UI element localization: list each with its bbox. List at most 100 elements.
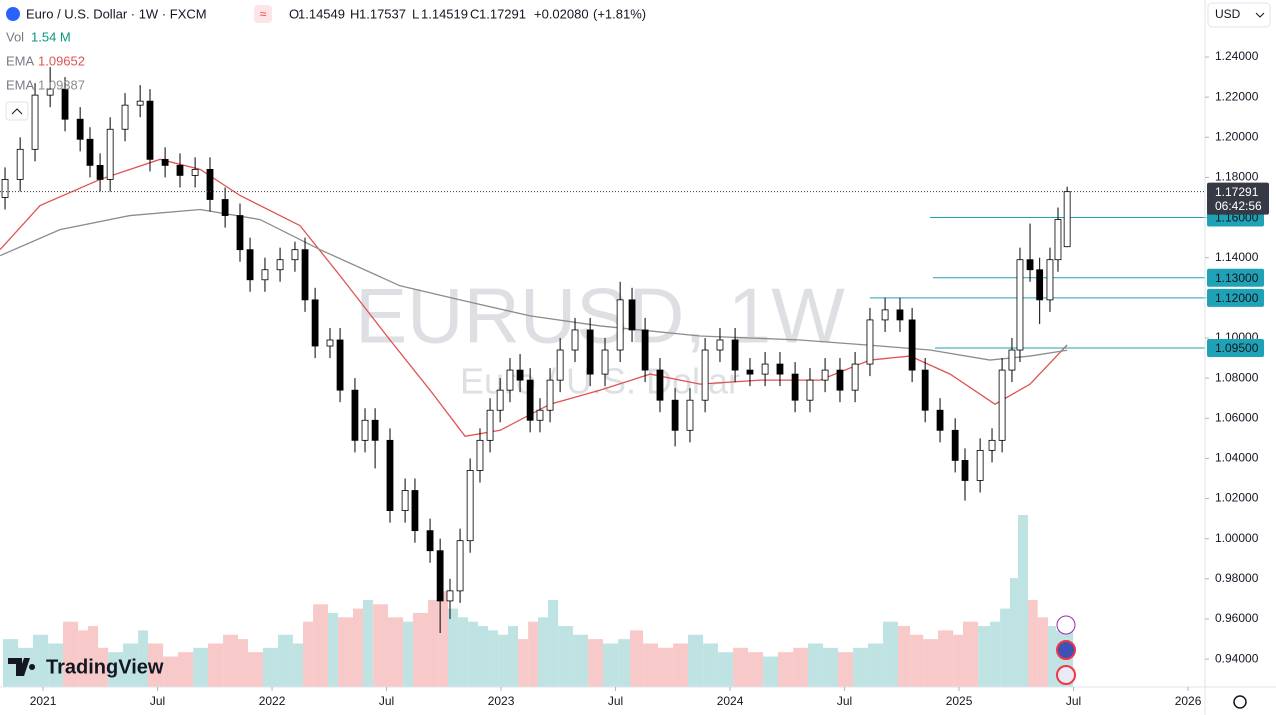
- candle-body: [746, 369, 754, 375]
- y-tick-label: 1.18000: [1215, 170, 1259, 184]
- candle-body: [16, 148, 24, 180]
- candle-body: [236, 215, 244, 251]
- candle-body: [76, 118, 84, 140]
- candle-body: [336, 339, 344, 391]
- volume-bar: [108, 652, 124, 687]
- ohlc-letter: C: [470, 6, 479, 21]
- ema-legend-value: 1.09387: [38, 77, 85, 92]
- volume-bar: [63, 621, 79, 687]
- candle-body: [446, 590, 454, 602]
- ohlc-letter: L: [412, 6, 419, 21]
- currency-caret[interactable]: [1255, 12, 1265, 18]
- ohlc-legend: O1.14549 H 1.17537 L 1.14519 C 1.17291 +0.02080…: [289, 6, 646, 21]
- candle-body: [221, 199, 229, 216]
- us-events-icon[interactable]: [1056, 665, 1076, 685]
- ohlc-value: 1.14549: [298, 6, 345, 21]
- volume-bar: [953, 634, 964, 687]
- x-tick-label: Jul: [1066, 694, 1081, 708]
- candle-body: [866, 319, 874, 365]
- candle-body: [311, 299, 319, 347]
- x-tick-label: 2023: [488, 694, 515, 708]
- volume-bar: [548, 599, 559, 687]
- volume-bar: [387, 617, 404, 687]
- volume-bar: [163, 656, 178, 687]
- events-icon[interactable]: [1056, 615, 1076, 635]
- change-value: +0.02080: [534, 6, 589, 21]
- candle-body: [161, 158, 169, 166]
- volume-bar: [237, 639, 249, 687]
- candle-body: [246, 249, 254, 281]
- volume-bar: [123, 643, 139, 687]
- volume-bar: [78, 630, 88, 687]
- indicator-badge-icon[interactable]: ≈: [260, 7, 267, 21]
- candle-body: [121, 104, 129, 130]
- candle-body: [506, 369, 514, 391]
- currency-label[interactable]: USD: [1215, 7, 1241, 21]
- candle-body: [46, 88, 54, 96]
- candle-body: [908, 319, 916, 371]
- indicator-badge[interactable]: [254, 5, 272, 23]
- volume-bar: [98, 647, 109, 687]
- candle-body: [1063, 191, 1071, 248]
- volume-bar: [1017, 515, 1029, 687]
- volume-bar: [338, 617, 353, 687]
- volume-bar: [488, 630, 499, 687]
- volume-bar: [1009, 578, 1018, 687]
- volume-bar: [412, 612, 429, 687]
- volume-bar: [507, 626, 519, 687]
- collapse-icon[interactable]: [11, 108, 23, 115]
- eu-events-icon[interactable]: [1056, 640, 1076, 660]
- candle-body: [961, 460, 969, 481]
- candle-body: [426, 530, 434, 552]
- ema-line: [0, 208, 1068, 361]
- volume-bar: [262, 647, 279, 687]
- y-tick-label: 1.20000: [1215, 129, 1259, 143]
- candle-body: [628, 299, 636, 331]
- volume-bar: [1037, 617, 1048, 687]
- brand: TradingView: [8, 656, 164, 678]
- candle-body: [411, 490, 419, 532]
- candle-body: [656, 369, 664, 401]
- volume-bar: [207, 643, 224, 687]
- volume-bar: [248, 652, 263, 687]
- volume-pane: [3, 515, 1074, 687]
- volume-bar: [438, 591, 448, 687]
- volume-bar: [703, 643, 718, 687]
- volume-bar: [537, 617, 549, 687]
- candle-body: [641, 329, 649, 371]
- candle-body: [291, 249, 299, 261]
- x-tick-label: 2022: [259, 694, 286, 708]
- volume-bar: [673, 643, 688, 687]
- level-label-bg: [1207, 268, 1264, 287]
- candle-body: [301, 249, 309, 301]
- y-tick-label: 0.98000: [1215, 571, 1259, 585]
- y-tick-label: 1.08000: [1215, 370, 1259, 384]
- candle-body: [371, 419, 379, 441]
- candle-body: [851, 363, 859, 391]
- candle-body: [671, 399, 679, 431]
- volume-bar: [603, 643, 619, 687]
- volume-bar: [303, 621, 314, 687]
- volume-bar: [558, 626, 574, 687]
- candle-body: [401, 490, 409, 511]
- plot: [0, 67, 1205, 634]
- volume-bar: [403, 621, 413, 687]
- volume-bar: [327, 612, 339, 687]
- volume-bar: [867, 643, 884, 687]
- volume-bar: [573, 634, 589, 687]
- volume-bar: [733, 647, 748, 687]
- candle-body: [176, 164, 184, 176]
- candle-body: [476, 439, 484, 471]
- candle-body: [496, 389, 504, 411]
- x-tick-label: 2025: [946, 694, 973, 708]
- level-label-bg: [1207, 339, 1264, 358]
- settings-icon[interactable]: [1233, 695, 1247, 709]
- collapse-button[interactable]: [5, 101, 29, 121]
- volume-bar: [313, 604, 328, 687]
- y-tick-label: 1.06000: [1215, 410, 1259, 424]
- currency-select[interactable]: [1207, 2, 1271, 28]
- ema-line: [0, 158, 1068, 438]
- candle-body: [791, 373, 799, 401]
